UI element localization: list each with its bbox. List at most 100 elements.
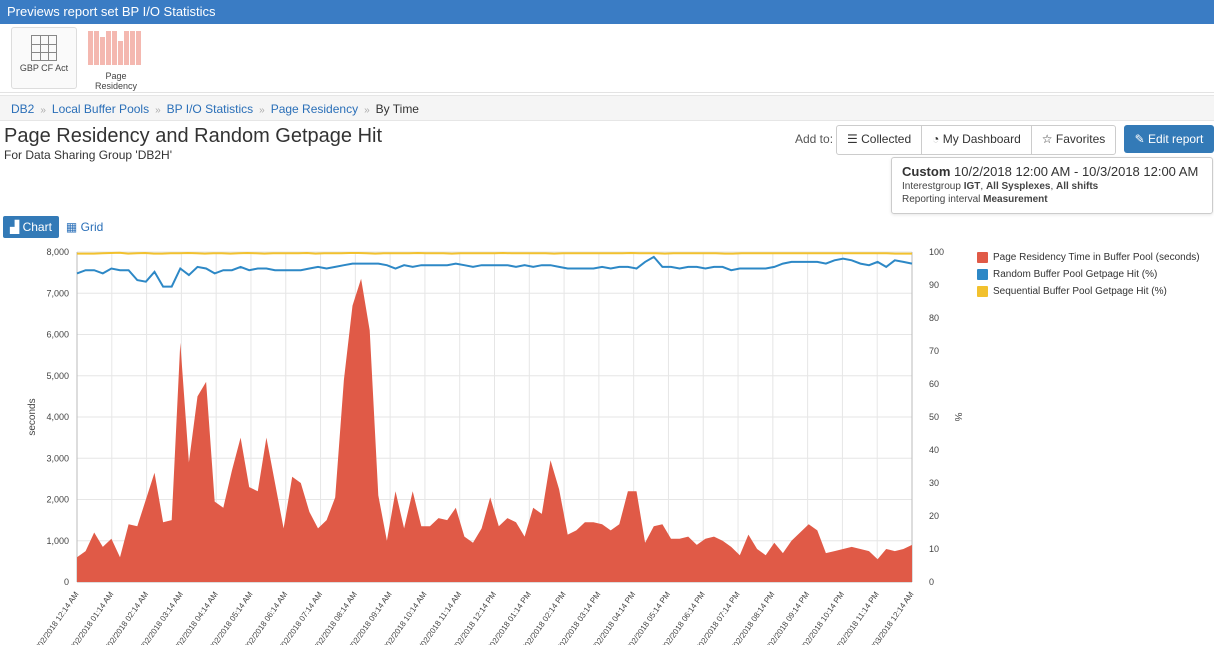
grid-icon <box>31 35 57 61</box>
tab-chart-label: Chart <box>22 220 52 234</box>
legend-swatch <box>977 286 988 297</box>
breadcrumb-separator: » <box>259 105 265 116</box>
series-area-residency <box>77 278 912 582</box>
bar-chart-thumbnail <box>88 31 141 65</box>
breadcrumb-separator: » <box>40 105 46 116</box>
x-tick-label: 10/02/2018 08:14 PM <box>725 590 776 645</box>
x-tick-label: 10/02/2018 08:14 AM <box>308 590 359 645</box>
collected-button[interactable]: ☰ Collected <box>837 126 923 154</box>
y2-axis-label: % <box>952 413 963 422</box>
thumbnail-page-residency[interactable]: Page Residency <box>84 27 148 91</box>
x-tick-label: 10/02/2018 01:14 AM <box>64 590 115 645</box>
interval-row: Reporting interval Measurement <box>902 194 1202 205</box>
sysplex-value: All Sysplexes <box>985 181 1051 192</box>
y2-tick-label: 50 <box>929 412 939 422</box>
interest-label: Interestgroup <box>902 181 961 192</box>
page-subtitle: For Data Sharing Group 'DB2H' <box>4 148 172 162</box>
y-tick-label: 6,000 <box>46 330 69 340</box>
collected-label: Collected <box>861 132 912 146</box>
x-tick-label: 10/03/2018 12:14 AM <box>865 590 916 645</box>
dashboard-icon: ◔ <box>932 132 940 146</box>
page-title: Page Residency and Random Getpage Hit <box>4 125 383 147</box>
breadcrumb-separator: » <box>155 105 161 116</box>
tab-grid-label: Grid <box>80 220 104 234</box>
series-line-sequential-hit <box>77 251 912 255</box>
y-tick-label: 7,000 <box>46 288 69 298</box>
interest-value: IGT <box>963 181 981 192</box>
breadcrumb: DB2 » Local Buffer Pools » BP I/O Statistics… <box>0 95 1214 121</box>
y2-tick-label: 10 <box>929 544 939 554</box>
view-tabs: ▟ Chart ▦ Grid <box>3 216 110 238</box>
thumbnail-label: Page Residency <box>94 71 138 91</box>
y2-tick-label: 90 <box>929 280 939 290</box>
x-tick-label: 10/02/2018 10:14 PM <box>795 590 846 645</box>
y2-tick-label: 0 <box>929 577 934 587</box>
timeframe-range-text: 10/2/2018 12:00 AM - 10/3/2018 12:00 AM <box>954 164 1199 179</box>
edit-report-label: Edit report <box>1148 132 1204 146</box>
chart-legend: Page Residency Time in Buffer Pool (seco… <box>977 249 1200 300</box>
add-to-button-group: ☰ Collected ◔ My Dashboard ☆ Favorites <box>836 125 1117 155</box>
interest-group-row: Interestgroup IGT, All Sysplexes, All sh… <box>902 181 1099 192</box>
x-tick-label: 10/02/2018 11:14 PM <box>830 590 881 645</box>
legend-item-random[interactable]: Random Buffer Pool Getpage Hit (%) <box>977 266 1200 283</box>
list-icon: ☰ <box>847 132 858 146</box>
breadcrumb-page-residency[interactable]: Page Residency <box>270 102 359 116</box>
x-tick-label: 10/02/2018 09:14 AM <box>343 590 394 645</box>
x-tick-label: 10/02/2018 09:14 PM <box>760 590 811 645</box>
y-tick-label: 4,000 <box>46 412 69 422</box>
x-tick-label: 10/02/2018 12:14 AM <box>30 590 81 645</box>
x-tick-label: 10/02/2018 12:14 PM <box>447 590 498 645</box>
tab-grid[interactable]: ▦ Grid <box>59 216 110 238</box>
legend-item-sequential[interactable]: Sequential Buffer Pool Getpage Hit (%) <box>977 283 1200 300</box>
report-thumbnails: GBP CF Act Page Residency <box>0 24 1214 93</box>
tab-chart[interactable]: ▟ Chart <box>3 216 59 238</box>
y-tick-label: 0 <box>64 577 69 587</box>
timeframe-mode: Custom <box>902 164 951 179</box>
thumbnail-gbp-cf-act[interactable]: GBP CF Act <box>11 27 77 89</box>
breadcrumb-current: By Time <box>375 102 419 116</box>
x-tick-label: 10/02/2018 07:14 AM <box>273 590 324 645</box>
y-tick-label: 2,000 <box>46 495 69 505</box>
legend-swatch <box>977 252 988 263</box>
my-dashboard-label: My Dashboard <box>942 132 1021 146</box>
my-dashboard-button[interactable]: ◔ My Dashboard <box>922 126 1032 154</box>
edit-report-button[interactable]: ✎ Edit report <box>1124 125 1214 153</box>
breadcrumb-bp-io-statistics[interactable]: BP I/O Statistics <box>166 102 254 116</box>
x-tick-label: 10/02/2018 01:14 PM <box>482 590 533 645</box>
legend-label: Random Buffer Pool Getpage Hit (%) <box>993 269 1158 280</box>
x-tick-label: 10/02/2018 07:14 PM <box>690 590 741 645</box>
y2-tick-label: 20 <box>929 511 939 521</box>
favorites-label: Favorites <box>1055 132 1106 146</box>
interval-value: Measurement <box>983 194 1048 205</box>
x-tick-label: 10/02/2018 11:14 AM <box>413 590 464 645</box>
grid-icon: ▦ <box>65 220 78 234</box>
x-tick-label: 10/02/2018 05:14 AM <box>204 590 255 645</box>
y-tick-label: 8,000 <box>46 247 69 257</box>
x-tick-label: 10/02/2018 03:14 AM <box>134 590 185 645</box>
legend-item-residency[interactable]: Page Residency Time in Buffer Pool (seco… <box>977 249 1200 266</box>
y2-tick-label: 80 <box>929 313 939 323</box>
thumbnail-label: GBP CF Act <box>19 63 69 73</box>
shifts-value: All shifts <box>1056 181 1099 192</box>
y2-tick-label: 70 <box>929 346 939 356</box>
y-tick-label: 5,000 <box>46 371 69 381</box>
bar-chart-icon: ▟ <box>10 220 20 234</box>
y-tick-label: 3,000 <box>46 453 69 463</box>
x-tick-label: 10/02/2018 10:14 AM <box>378 590 429 645</box>
x-tick-label: 10/02/2018 03:14 PM <box>551 590 602 645</box>
star-icon: ☆ <box>1041 132 1053 146</box>
interval-label: Reporting interval <box>902 194 981 205</box>
breadcrumb-db2[interactable]: DB2 <box>11 102 35 116</box>
legend-swatch <box>977 269 988 280</box>
edit-icon: ✎ <box>1134 132 1145 146</box>
x-tick-label: 10/02/2018 02:14 PM <box>516 590 567 645</box>
legend-label: Sequential Buffer Pool Getpage Hit (%) <box>993 286 1167 297</box>
x-tick-label: 10/02/2018 05:14 PM <box>621 590 672 645</box>
timeframe-panel[interactable]: Custom 10/2/2018 12:00 AM - 10/3/2018 12… <box>891 157 1213 214</box>
y2-tick-label: 60 <box>929 379 939 389</box>
favorites-button[interactable]: ☆ Favorites <box>1032 126 1115 154</box>
report-set-title: Previews report set BP I/O Statistics <box>7 4 216 19</box>
breadcrumb-local-buffer-pools[interactable]: Local Buffer Pools <box>51 102 150 116</box>
x-tick-label: 10/02/2018 04:14 AM <box>169 590 220 645</box>
y2-tick-label: 30 <box>929 478 939 488</box>
